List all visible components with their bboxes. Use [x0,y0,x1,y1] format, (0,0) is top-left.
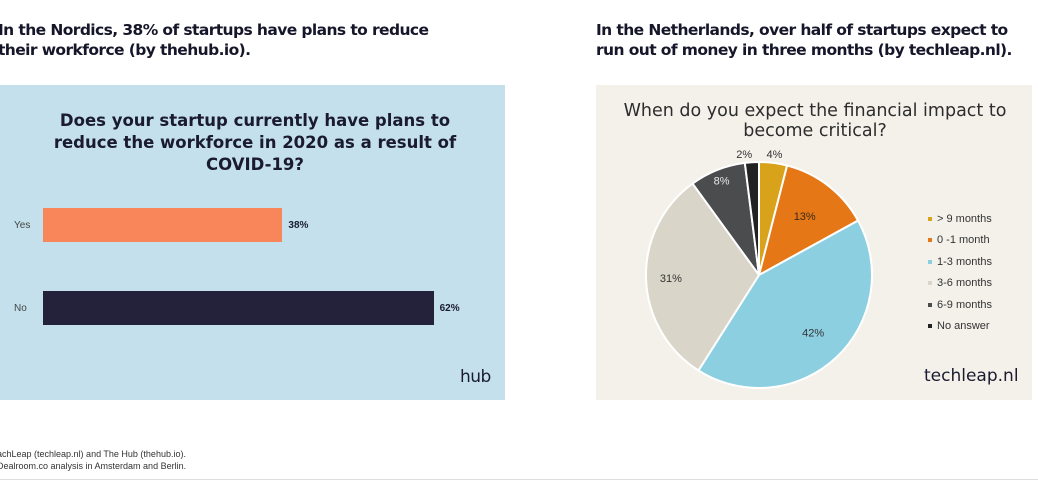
pie-slice [645,182,761,372]
legend-label: 3-6 months [937,277,993,290]
pie-chart: 4% 13% 42% 31% 8% 2% [645,149,873,389]
techleap-logo: techleap.nl [924,366,1019,386]
pie-chart-title: When do you expect the financial impact … [623,101,1007,141]
bar-value-label: 62% [439,303,460,314]
legend-swatch [928,259,932,264]
legend-item: 6-9 months [928,294,992,316]
legend-swatch [928,302,932,307]
footer-divider [0,479,1038,480]
pie-slice [757,164,860,277]
legend-swatch [928,238,932,243]
pie-slice-label: 4% [767,149,783,161]
bar-category-label: No [14,303,27,314]
pie-slice-label: 31% [660,273,682,285]
pie-slice-label: 13% [794,211,816,223]
right-chart-heading: In the Netherlands, over half of startup… [596,21,1012,59]
legend-swatch [928,216,932,221]
legend-label: > 9 months [937,212,992,225]
source-line-1: achLeap (techleap.nl) and The Hub (thehu… [0,449,186,459]
legend-label: 6-9 months [937,298,993,311]
legend-item: > 9 months [928,208,992,230]
legend-item: No answer [928,316,992,338]
pie-slice-label: 8% [714,175,730,187]
legend-label: 0 -1 month [937,234,990,247]
legend-swatch [928,324,932,329]
bar-no [43,291,434,325]
legend-label: No answer [937,320,990,333]
legend-item: 1-3 months [928,251,992,273]
legend-item: 3-6 months [928,273,992,295]
legend-swatch [928,281,932,286]
pie-legend: > 9 months 0 -1 month 1-3 months 3-6 months… [928,208,992,337]
left-chart-heading: In the Nordics, 38% of startups have pla… [0,21,429,59]
hub-logo: hub [460,367,491,387]
bar-chart-title: Does your startup currently have plans t… [53,111,457,174]
legend-label: 1-3 months [937,255,993,268]
legend-item: 0 -1 month [928,230,992,252]
bar-yes [43,208,283,242]
pie-slice [697,219,873,389]
bar-category-label: Yes [14,220,31,231]
source-line-2: Dealroom.co analysis in Amsterdam and Be… [0,461,187,471]
pie-slice-label: 2% [736,149,752,161]
pie-slice [743,160,760,276]
pie-slice-label: 42% [802,328,824,340]
bar-chart-panel [0,85,505,400]
bar-value-label: 38% [288,220,309,231]
